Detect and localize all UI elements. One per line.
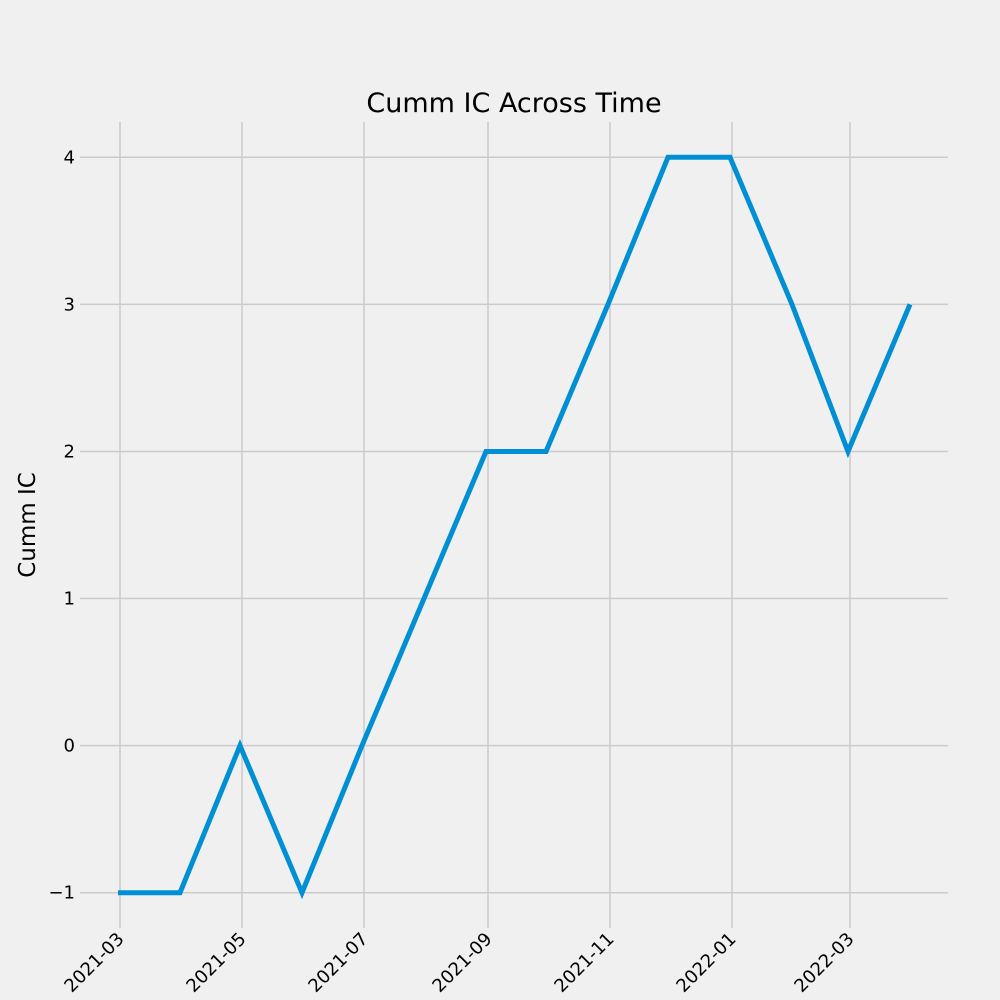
y-tick-label: 1 (64, 589, 75, 610)
y-tick-label: 3 (64, 294, 75, 315)
x-tick-label: 2022-01 (672, 929, 740, 997)
y-tick-label: 0 (64, 736, 75, 757)
x-tick-label: 2022-03 (790, 929, 858, 997)
y-axis-ticks: −1 0 1 2 3 4 (48, 147, 75, 903)
x-tick-label: 2021-09 (428, 929, 496, 997)
y-tick-label: 4 (64, 147, 75, 168)
x-tick-label: 2021-05 (182, 929, 250, 997)
x-tick-label: 2021-11 (550, 929, 618, 997)
y-tick-label: −1 (48, 883, 75, 904)
series-layer (118, 154, 913, 900)
series-line (118, 154, 913, 900)
x-tick-label: 2021-07 (304, 929, 372, 997)
chart-title: Cumm IC Across Time (366, 88, 661, 119)
y-axis-label: Cumm IC (15, 472, 41, 578)
y-tick-label: 2 (64, 441, 75, 462)
x-tick-label: 2021-03 (60, 929, 128, 997)
grid-layer (80, 122, 948, 928)
x-axis-ticks: 2021-03 2021-05 2021-07 2021-09 2021-11 2022-… (60, 929, 858, 997)
